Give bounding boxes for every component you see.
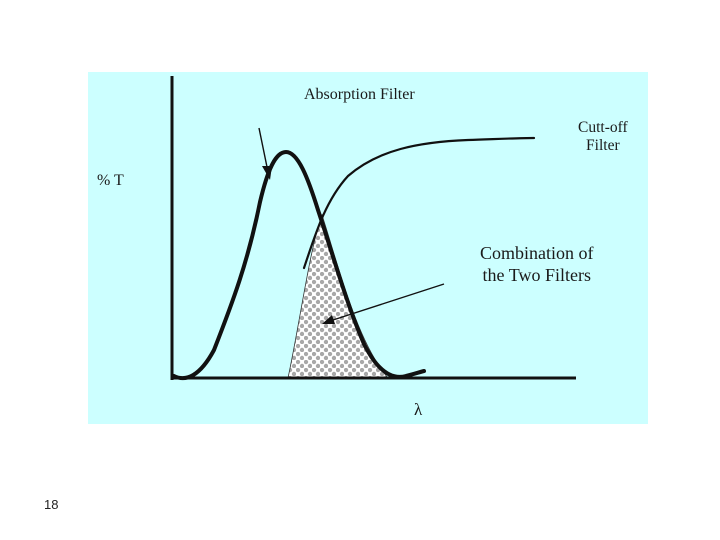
combination-label-line-1: Combination of [480,243,594,263]
combination-label-line-2: the Two Filters [482,264,591,285]
combination-label: Combination of the Two Filters [480,243,594,287]
slide-number: 18 [44,497,59,512]
absorption-filter-title: Absorption Filter [304,86,415,103]
cutoff-filter-label: Cutt-off Filter [578,119,628,155]
absorption-filter-curve [172,149,426,381]
diagram-canvas [88,72,648,424]
arrow-to-combination-region [322,283,445,324]
arrow-to-absorption-curve [258,127,272,180]
filter-diagram: Absorption Filter Cutt-off Filter Combin… [88,72,648,424]
x-axis-label: λ [414,400,423,419]
y-axis-label: % T [97,172,124,189]
cutoff-filter-curve [302,136,536,270]
cutoff-filter-label-line-1: Cutt-off [578,119,628,136]
cutoff-filter-label-line-2: Filter [586,136,620,154]
